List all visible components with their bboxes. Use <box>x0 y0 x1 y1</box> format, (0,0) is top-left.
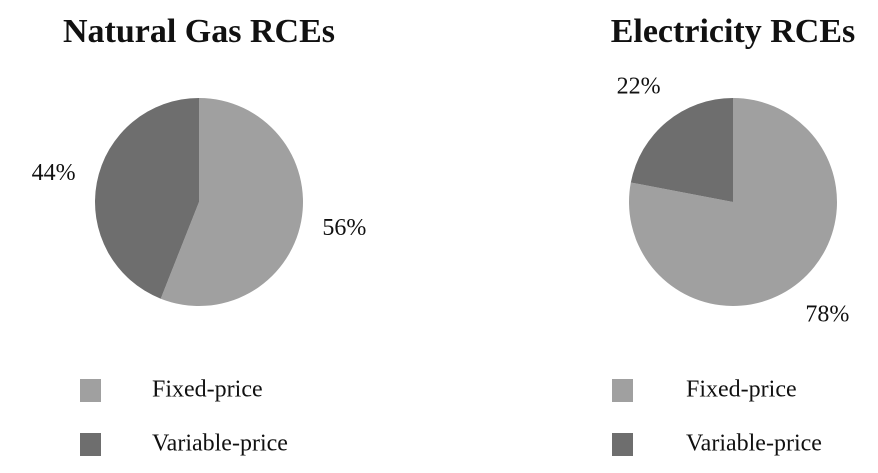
legend-label: Variable-price <box>152 431 288 457</box>
pie-slice <box>160 98 303 306</box>
chart-title: Electricity RCEs <box>611 13 856 50</box>
chart-title: Natural Gas RCEs <box>63 13 335 50</box>
slice-label: 78% <box>805 302 849 328</box>
slice-label: 56% <box>322 215 366 241</box>
legend-swatch <box>80 433 101 456</box>
pie-slice <box>628 98 837 307</box>
slice-label: 44% <box>32 160 76 186</box>
slice-label: 22% <box>617 73 661 99</box>
legend-swatch <box>612 379 633 402</box>
legend-swatch <box>612 433 633 456</box>
pie-slice <box>630 98 733 202</box>
legend-swatch <box>80 379 101 402</box>
legend-label: Variable-price <box>686 431 822 457</box>
pie-slice <box>94 98 199 299</box>
legend-label: Fixed-price <box>686 377 797 403</box>
legend-label: Fixed-price <box>152 377 263 403</box>
